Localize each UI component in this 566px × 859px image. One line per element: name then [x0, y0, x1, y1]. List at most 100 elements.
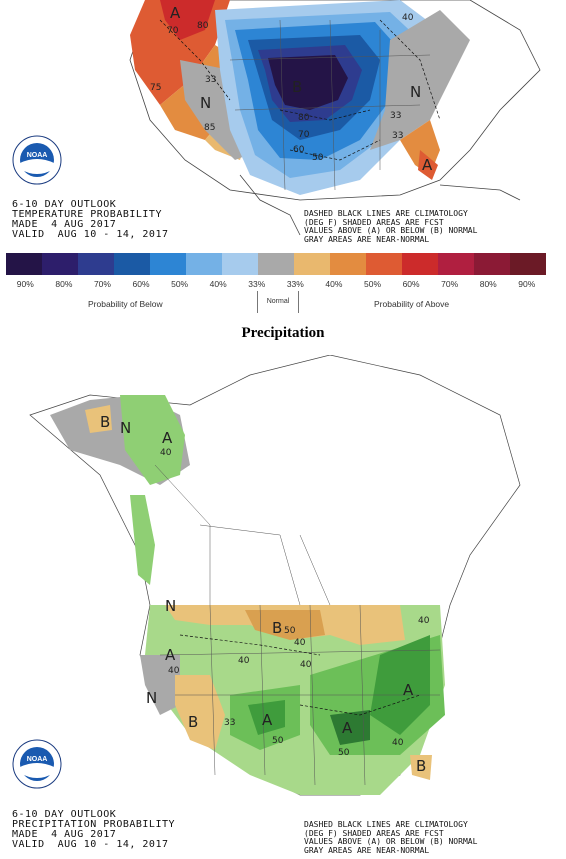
- noaa-logo-precip: NOAA: [12, 739, 62, 789]
- contour-80: 80: [197, 21, 209, 31]
- colorbar-tick-label: 80%: [55, 279, 73, 289]
- label-n-southwest: N: [200, 94, 211, 112]
- colorbar-swatch: [78, 253, 114, 275]
- colorbar-swatch: [330, 253, 366, 275]
- above-normal-60-southeast: [330, 710, 370, 745]
- note-line-2: (DEG F) SHADED AREAS ARE FCST: [304, 217, 444, 227]
- alaska-wet: [120, 395, 185, 485]
- contour-33: 33: [205, 75, 216, 85]
- contour-75: 75: [150, 83, 161, 93]
- label-b-alaska: B: [100, 413, 110, 431]
- mexico-coast: [239, 174, 301, 236]
- colorbar-swatch: [222, 253, 258, 275]
- precipitation-outlook-map: B N A N B A N B A A A B 40 40 40 33 50 5…: [0, 355, 566, 859]
- colorbar-tick-label: 60%: [402, 279, 420, 289]
- colorbar-swatch: [294, 253, 330, 275]
- below-normal-80: [268, 55, 348, 110]
- label-b-north: B: [272, 619, 282, 637]
- above-normal-core-northwest: [160, 0, 215, 40]
- label-b-central: B: [292, 78, 302, 96]
- near-normal-west: [140, 655, 180, 715]
- colorbar-swatch: [438, 253, 474, 275]
- temperature-legend-notes: DASHED BLACK LINES ARE CLIMATOLOGY (DEG F…: [304, 209, 478, 244]
- contour-80-central: 80: [298, 113, 310, 123]
- probability-colorbar: [6, 253, 546, 275]
- colorbar-tick-label: 40%: [209, 279, 227, 289]
- contour-40-plains: 40: [294, 638, 306, 648]
- colorbar-swatch: [114, 253, 150, 275]
- climatology-lines: [159, 19, 441, 161]
- temperature-map-svg: A B N N A 70 80 75 85 33 80 70 60 50 40 …: [129, 0, 541, 236]
- outlook-valid-dates: VALID AUG 10 - 14, 2017: [12, 229, 169, 240]
- above-normal-50-east: [370, 635, 430, 735]
- label-a-northwest: A: [170, 4, 181, 22]
- province-lines: [154, 464, 331, 606]
- note-line-1: DASHED BLACK LINES ARE CLIMATOLOGY: [304, 209, 468, 218]
- contour-70-central: 70: [298, 130, 310, 140]
- contour-40-central: 40: [300, 660, 312, 670]
- probability-below-caption: Probability of Below: [88, 299, 163, 309]
- label-a-northwest: A: [165, 646, 176, 664]
- svg-text:NOAA: NOAA: [27, 152, 48, 159]
- label-n-alaska: N: [120, 419, 131, 437]
- note-line-2: (DEG F) SHADED AREAS ARE FCST: [304, 828, 444, 838]
- climatology-lines: [179, 634, 421, 716]
- label-a-alaska: A: [162, 429, 173, 447]
- label-a-florida: A: [422, 156, 433, 174]
- colorbar-swatch: [150, 253, 186, 275]
- colorbar-tick-label: 90%: [16, 279, 34, 289]
- outlook-title: 6-10 DAY OUTLOOK: [12, 199, 117, 210]
- label-b-florida: B: [416, 757, 426, 775]
- temperature-outlook-map: A B N N A 70 80 75 85 33 80 70 60 50 40 …: [0, 0, 566, 250]
- state-lines: [229, 19, 431, 191]
- colorbar-tick-label: 80%: [479, 279, 497, 289]
- noaa-logo: NOAA: [12, 135, 62, 185]
- contour-40-north: 40: [238, 656, 250, 666]
- alaska-dry: [85, 405, 112, 433]
- outlook-made-date: MADE 4 AUG 2017: [12, 829, 117, 840]
- temperature-outlook-text: 6-10 DAY OUTLOOK TEMPERATURE PROBABILITY M…: [12, 200, 169, 240]
- colorbar-swatch: [42, 253, 78, 275]
- outlook-made-date: MADE 4 AUG 2017: [12, 219, 117, 230]
- colorbar-swatch: [186, 253, 222, 275]
- probability-above-caption: Probability of Above: [374, 299, 450, 309]
- colorbar-tick-label: 33%: [248, 279, 266, 289]
- colorbar-tick-label: 70%: [93, 279, 111, 289]
- precipitation-legend-notes: DASHED BLACK LINES ARE CLIMATOLOGY (DEG F…: [304, 820, 478, 855]
- outlook-subtitle: PRECIPITATION PROBABILITY: [12, 819, 176, 830]
- contour-50-southeast: 50: [338, 748, 350, 758]
- contour-50-southwest: 50: [272, 736, 284, 746]
- colorbar-tick-label: 50%: [363, 279, 381, 289]
- label-b-southwest: B: [188, 713, 198, 731]
- above-normal-50-southwest: [248, 700, 285, 735]
- label-n-north: N: [165, 597, 176, 615]
- note-line-3: VALUES ABOVE (A) OR BELOW (B) NORMAL: [304, 837, 478, 846]
- contour-50-north: 50: [284, 626, 296, 636]
- colorbar-tick-label: 50%: [171, 279, 189, 289]
- contour-33-southeast: 33: [392, 131, 403, 141]
- label-n-west: N: [146, 689, 157, 707]
- contour-40-southeast: 40: [392, 738, 404, 748]
- contour-60: 60: [293, 145, 305, 155]
- note-line-4: GRAY AREAS ARE NEAR-NORMAL: [304, 845, 430, 855]
- colorbar-swatch: [510, 253, 546, 275]
- label-n-east: N: [410, 83, 421, 101]
- caribbean-outline: [439, 184, 521, 201]
- contour-40-northeast: 40: [418, 616, 430, 626]
- colorbar-swatch: [6, 253, 42, 275]
- colorbar-tick-label: 90%: [518, 279, 536, 289]
- normal-caption: Normal: [257, 291, 299, 313]
- colorbar-swatch: [402, 253, 438, 275]
- svg-text:NOAA: NOAA: [27, 756, 48, 763]
- contour-40-northwest: 40: [168, 666, 180, 676]
- colorbar-tick-label: 40%: [325, 279, 343, 289]
- note-line-1: DASHED BLACK LINES ARE CLIMATOLOGY: [304, 820, 468, 829]
- colorbar-tick-label: 33%: [286, 279, 304, 289]
- below-normal-florida: [410, 755, 432, 780]
- colorbar-swatch: [366, 253, 402, 275]
- state-lines: [159, 604, 441, 786]
- contour-40-alaska: 40: [160, 448, 172, 458]
- note-line-3: VALUES ABOVE (A) OR BELOW (B) NORMAL: [304, 226, 478, 235]
- contour-50: 50: [312, 153, 324, 163]
- contour-40-east: 40: [402, 13, 414, 23]
